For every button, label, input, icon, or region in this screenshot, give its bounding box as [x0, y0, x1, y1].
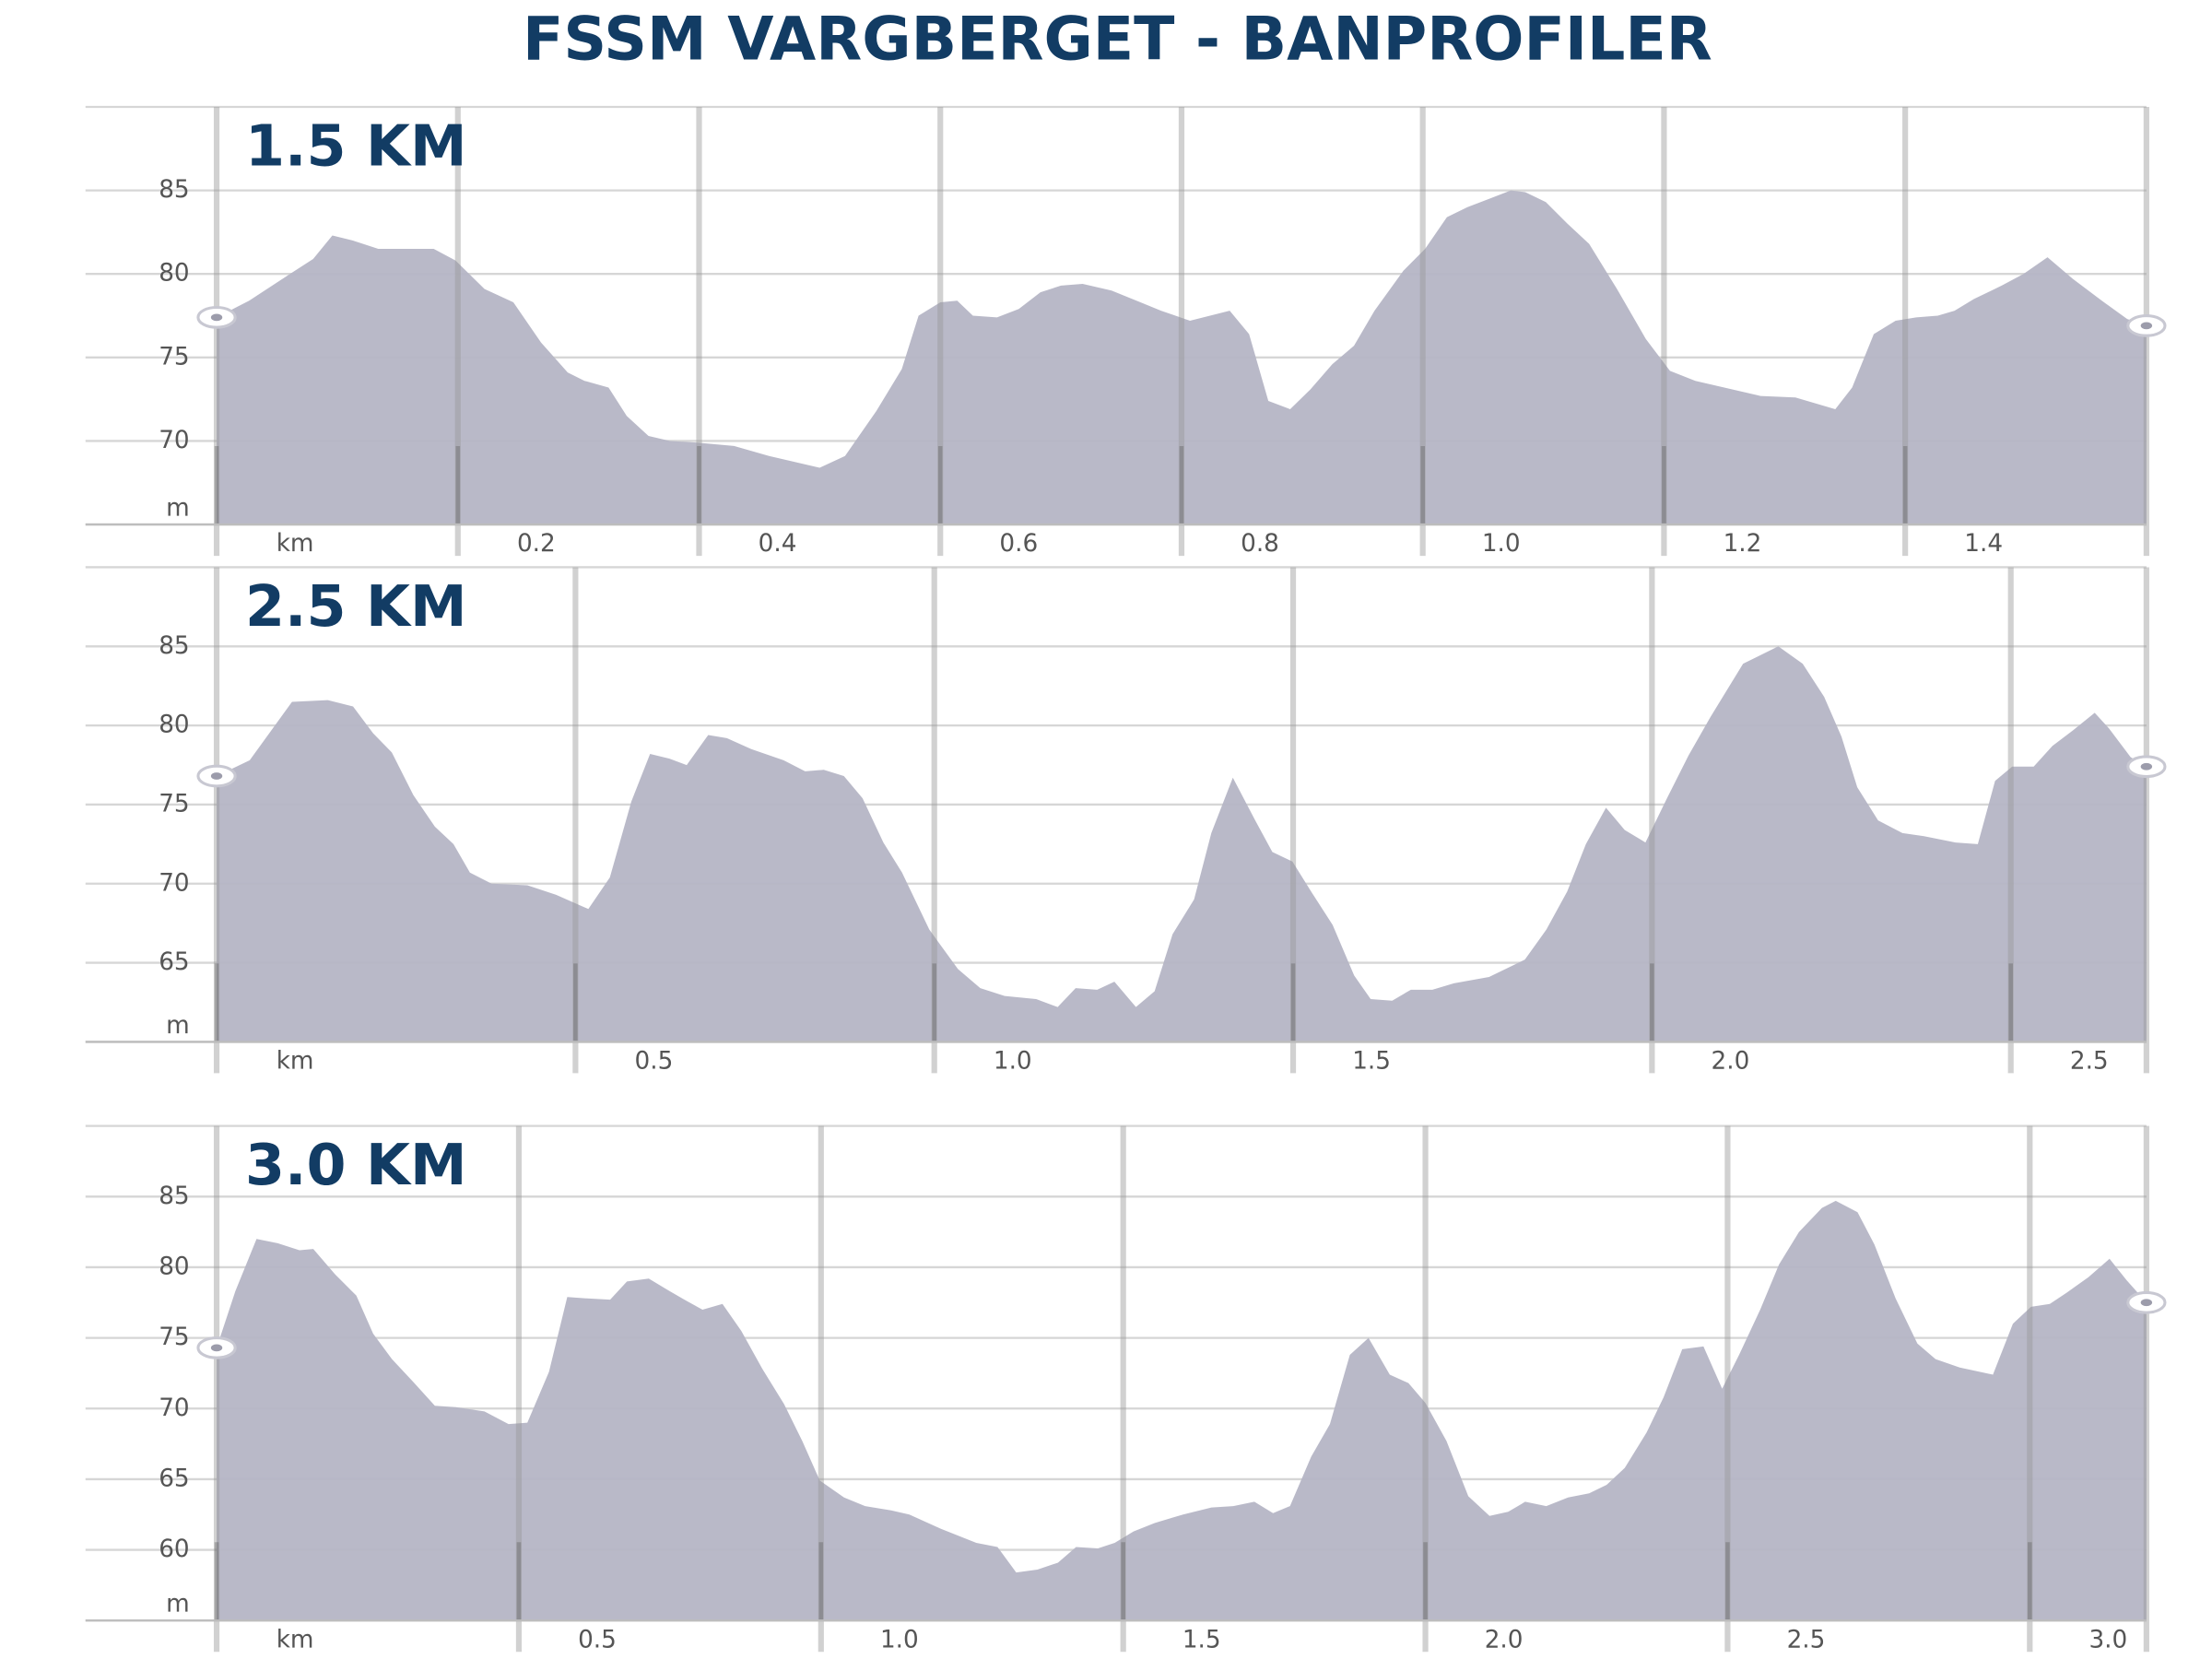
x-tick-label: 0.2	[517, 530, 556, 558]
y-tick-label: 75	[159, 1324, 189, 1351]
y-tick-label: 70	[159, 869, 189, 897]
x-tick-label: 0.4	[759, 530, 797, 558]
x-tick-label: 2.0	[1712, 1048, 1750, 1076]
y-tick-label: 70	[159, 1394, 189, 1422]
x-tick-label: 0.8	[1241, 530, 1279, 558]
x-tick-label: 2.5	[2070, 1048, 2109, 1076]
endpoint-dot	[2140, 1299, 2153, 1307]
x-tick-label: 1.5	[1352, 1048, 1391, 1076]
y-tick-label: m	[166, 1591, 190, 1618]
elevation-area	[217, 1200, 2147, 1621]
y-tick-label: 65	[159, 948, 189, 976]
x-tick-label: 1.5	[1182, 1626, 1221, 1653]
y-tick-label: 65	[159, 1465, 189, 1492]
x-tick-label: km	[276, 530, 314, 558]
endpoint-dot	[2140, 762, 2153, 771]
endpoint-dot	[2140, 322, 2153, 330]
page-title: FSSM VARGBERGET - BANPROFILER	[523, 5, 1712, 74]
x-tick-label: km	[276, 1048, 314, 1076]
x-tick-label: 1.0	[880, 1626, 919, 1653]
x-tick-label: 2.0	[1485, 1626, 1524, 1653]
x-tick-label: 0.6	[999, 530, 1038, 558]
y-tick-label: 75	[159, 790, 189, 818]
y-tick-label: 60	[159, 1535, 189, 1563]
y-tick-label: 80	[159, 712, 189, 739]
x-tick-label: 1.4	[1964, 530, 2003, 558]
x-tick-label: 1.2	[1724, 530, 1762, 558]
y-tick-label: 80	[159, 260, 189, 288]
y-tick-label: 85	[159, 1182, 189, 1210]
y-tick-label: 85	[159, 632, 189, 660]
x-tick-label: 2.5	[1787, 1626, 1826, 1653]
x-tick-label: 0.5	[635, 1048, 674, 1076]
y-tick-label: 70	[159, 427, 189, 454]
y-tick-label: 75	[159, 343, 189, 371]
endpoint-dot	[210, 313, 223, 322]
endpoint-dot	[210, 1344, 223, 1352]
x-tick-label: 0.5	[578, 1626, 617, 1653]
x-tick-label: 1.0	[994, 1048, 1032, 1076]
panel-title: 2.5 KM	[245, 573, 467, 640]
y-tick-label: m	[166, 1012, 190, 1040]
panel-title: 1.5 KM	[245, 112, 467, 179]
panel-title: 3.0 KM	[245, 1132, 467, 1198]
x-tick-label: 3.0	[2088, 1626, 2127, 1653]
endpoint-dot	[210, 772, 223, 780]
x-tick-label: 1.0	[1482, 530, 1521, 558]
elevation-area	[217, 190, 2147, 525]
y-tick-label: 80	[159, 1253, 189, 1280]
x-tick-label: km	[276, 1626, 314, 1653]
elevation-area	[217, 646, 2147, 1042]
y-tick-label: 85	[159, 176, 189, 204]
y-tick-label: m	[166, 495, 190, 523]
